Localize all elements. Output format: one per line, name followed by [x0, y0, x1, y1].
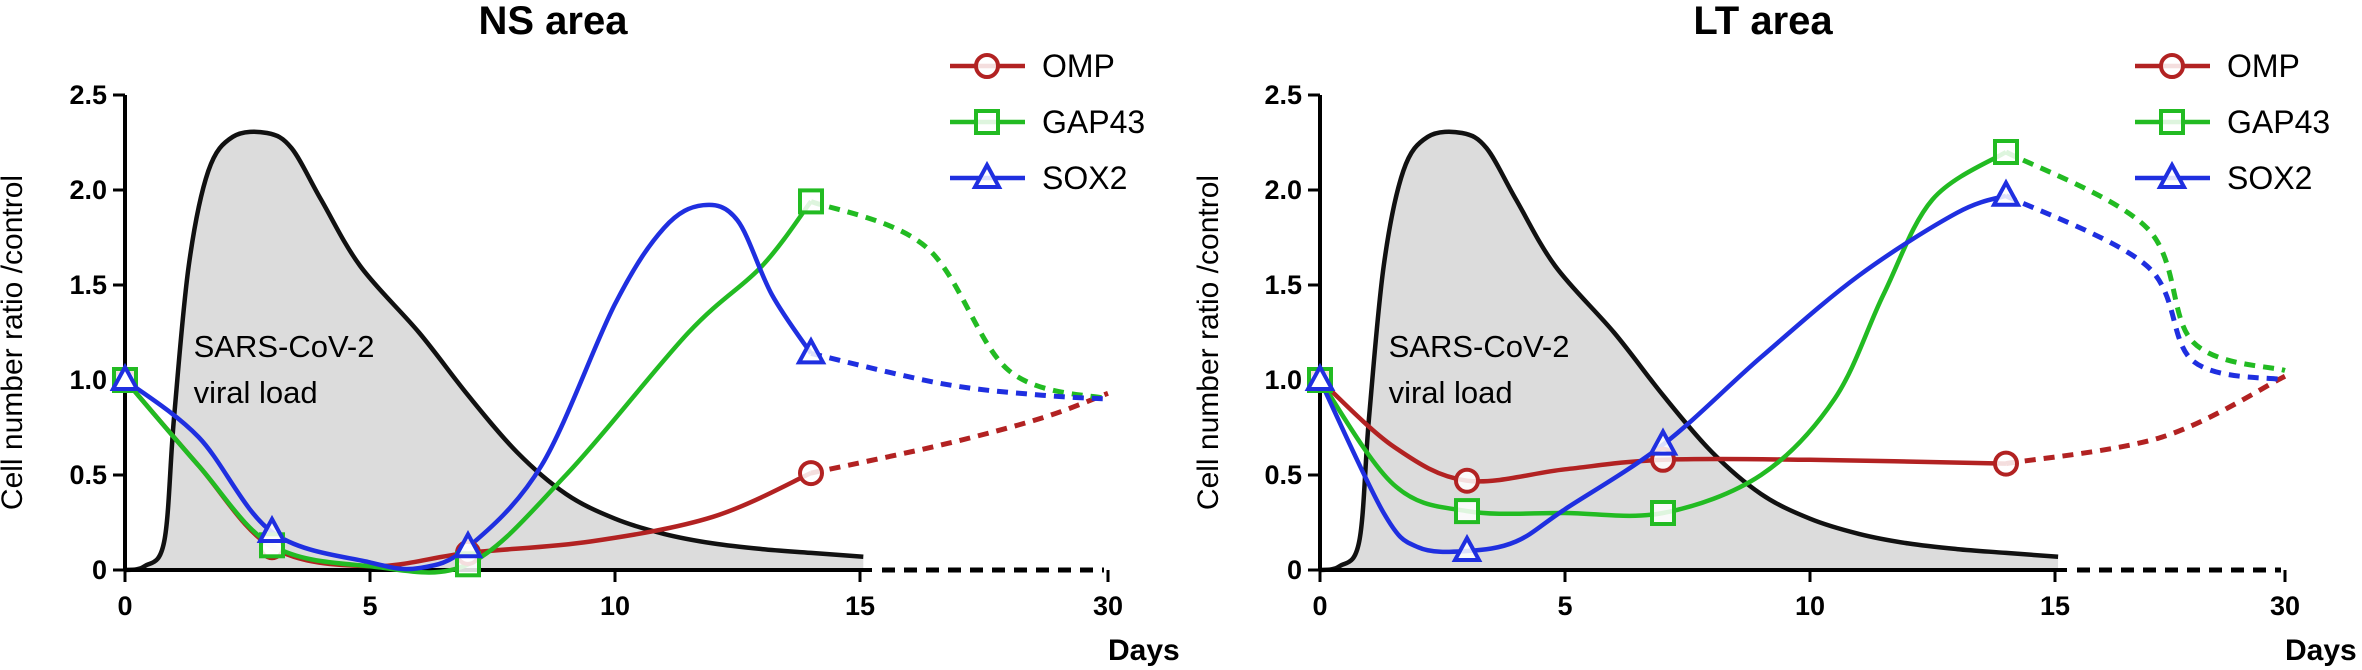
- plot-area: [1319, 129, 2059, 573]
- x-tick-label: 15: [845, 591, 875, 621]
- series-layer: [109, 188, 1109, 578]
- y-tick-label: 1.0: [1264, 365, 1302, 395]
- data-point-sox2: [256, 514, 288, 543]
- panel-lt-area: LT area Cell number ratio /control Days …: [1192, 0, 2357, 667]
- y-axis-label: Cell number ratio /control: [1192, 175, 1225, 510]
- series-layer: [1304, 139, 2287, 562]
- legend-label-gap43: GAP43: [2227, 104, 2330, 140]
- y-tick-label: 0.5: [69, 460, 107, 490]
- viral-load-area: [125, 131, 864, 570]
- series-line-gap43: [1318, 150, 2008, 519]
- y-tick-label: 1.5: [1264, 270, 1302, 300]
- data-point-sox2: [452, 530, 484, 559]
- viral-load-curve: [124, 129, 864, 573]
- y-tick-label: 0.5: [1264, 460, 1302, 490]
- series-dashed-sox2: [2004, 193, 2286, 383]
- y-tick-label: 2.5: [1264, 80, 1302, 110]
- viral-load-label-line1: SARS-CoV-2: [1389, 329, 1570, 364]
- x-axis-label: Days: [1108, 634, 1180, 667]
- y-tick-label: 1.0: [69, 365, 107, 395]
- y-tick-label: 2.0: [1264, 175, 1302, 205]
- data-point-omp: [1993, 450, 2019, 477]
- legend-marker-gap43: [2159, 109, 2185, 135]
- chart-title: LT area: [1693, 0, 1833, 43]
- data-point-gap43: [1650, 500, 1676, 526]
- chart-title: NS area: [479, 0, 629, 43]
- data-point-sox2: [1647, 427, 1679, 456]
- x-tick-label: 30: [2270, 591, 2300, 621]
- x-tick-label: 10: [1795, 591, 1825, 621]
- x-tick-label: 0: [117, 591, 132, 621]
- legend-label-omp: OMP: [1042, 48, 1115, 84]
- y-tick-label: 0: [1287, 555, 1302, 585]
- axes: 0 0.5 1.0 1.5 2.0 2.5 0 5 10 15 30: [1264, 80, 2300, 621]
- panel-ns-area: NS area Cell number ratio /control Days …: [0, 0, 1180, 667]
- series-dashed-gap43: [2004, 149, 2286, 373]
- legend-marker-gap43: [974, 109, 1000, 135]
- data-point-gap43: [1993, 139, 2019, 165]
- axes: 0 0.5 1.0 1.5 2.0 2.5 0 5 10 15 30: [69, 80, 1123, 621]
- data-point-sox2: [1451, 533, 1483, 562]
- viral-load-label-line1: SARS-CoV-2: [194, 329, 375, 364]
- data-point-sox2: [1304, 362, 1336, 391]
- legend-marker-omp: [974, 53, 1000, 79]
- x-tick-label: 5: [362, 591, 377, 621]
- series-dashed-omp: [810, 390, 1109, 476]
- x-tick-label: 0: [1312, 591, 1327, 621]
- data-point-sox2: [109, 362, 141, 391]
- x-axis-label: Days: [2285, 634, 2357, 667]
- legend-marker-sox2: [2156, 160, 2188, 189]
- viral-load-label-line2: viral load: [1389, 375, 1513, 410]
- y-tick-label: 1.5: [69, 270, 107, 300]
- viral-load-area: [1320, 131, 2059, 570]
- series-line-sox2: [123, 202, 813, 572]
- series-line-sox2: [1317, 193, 2007, 555]
- legend-label-omp: OMP: [2227, 48, 2300, 84]
- data-point-omp: [1454, 467, 1480, 494]
- y-tick-label: 0: [92, 555, 107, 585]
- x-tick-label: 30: [1093, 591, 1123, 621]
- data-point-gap43: [798, 188, 824, 215]
- y-tick-label: 2.5: [69, 80, 107, 110]
- x-tick-label: 10: [600, 591, 630, 621]
- series-dashed-gap43: [810, 199, 1109, 402]
- data-point-gap43: [1454, 498, 1480, 525]
- y-axis-label: Cell number ratio /control: [0, 175, 29, 510]
- y-tick-label: 2.0: [69, 175, 107, 205]
- x-tick-label: 5: [1557, 591, 1572, 621]
- legend: OMP GAP43 SOX2: [2135, 48, 2330, 196]
- legend-marker-omp: [2159, 53, 2185, 79]
- legend-label-sox2: SOX2: [2227, 160, 2312, 196]
- legend-marker-sox2: [971, 160, 1003, 189]
- series-dashed-sox2: [810, 350, 1109, 402]
- series-line-omp: [1318, 378, 2007, 484]
- viral-load-curve: [1319, 129, 2059, 573]
- plot-area: [124, 129, 864, 573]
- x-tick-label: 15: [2040, 591, 2070, 621]
- legend-label-sox2: SOX2: [1042, 160, 1127, 196]
- data-point-sox2: [1990, 178, 2022, 207]
- legend: OMP GAP43 SOX2: [950, 48, 1145, 196]
- legend-label-gap43: GAP43: [1042, 104, 1145, 140]
- viral-load-label-line2: viral load: [194, 375, 318, 410]
- data-point-omp: [798, 460, 824, 487]
- data-point-sox2: [795, 336, 827, 365]
- series-dashed-omp: [2005, 373, 2287, 467]
